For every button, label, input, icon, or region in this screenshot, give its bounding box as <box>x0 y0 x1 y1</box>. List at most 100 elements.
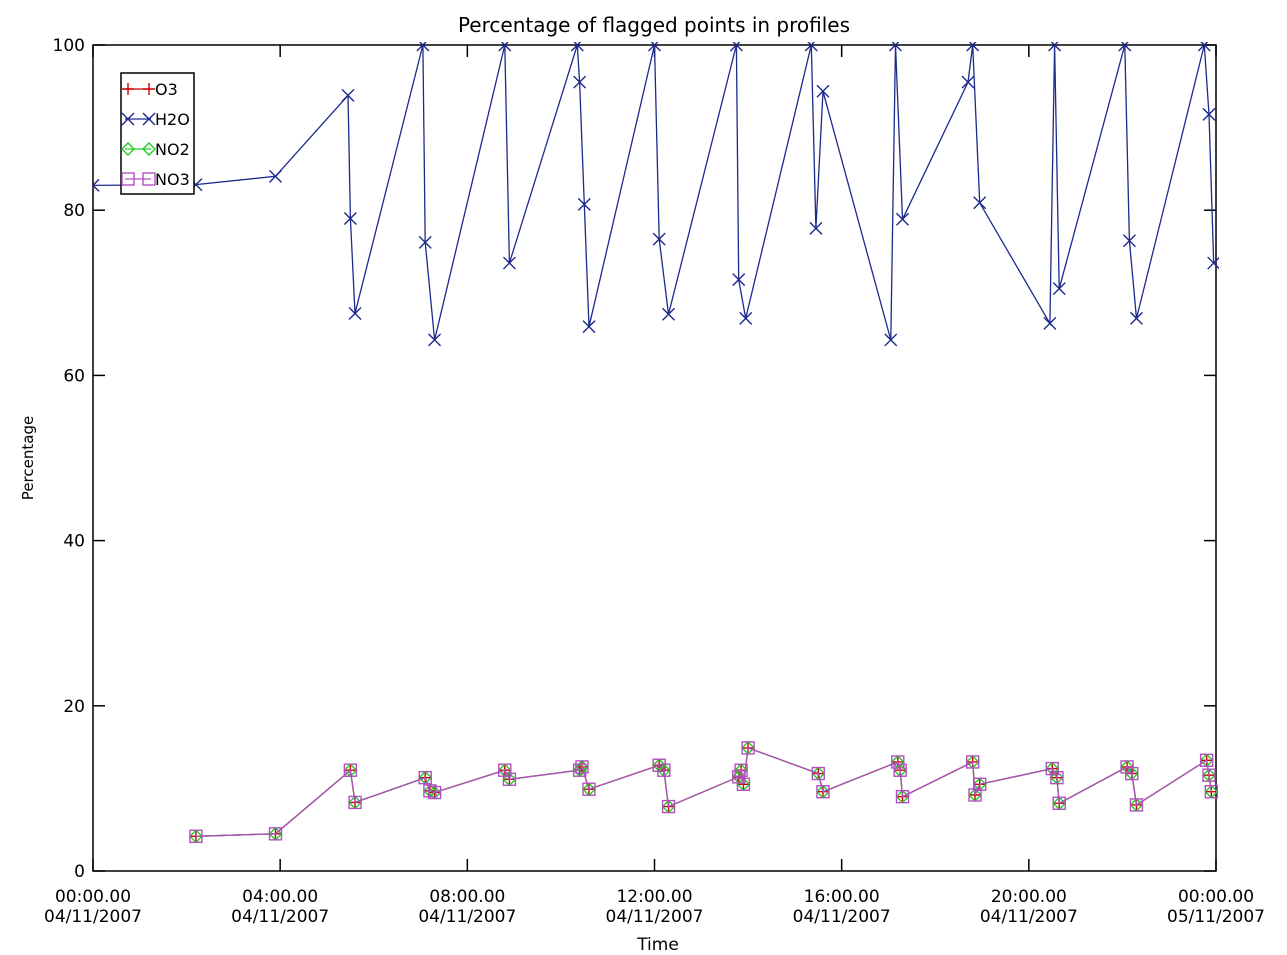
data-point <box>1129 798 1144 812</box>
data-point <box>1118 42 1132 52</box>
x-axis: 00:00.0004/11/200704:00.0004/11/200708:0… <box>44 45 1265 927</box>
y-tick-label: 20 <box>63 697 85 717</box>
data-point <box>428 333 442 347</box>
data-point <box>1204 785 1219 799</box>
data-point <box>884 333 898 347</box>
legend: O3 H2O NO2 NO3 <box>120 72 195 195</box>
y-tick-label: 60 <box>63 366 85 386</box>
x-tick-label-date: 04/11/2007 <box>793 907 891 927</box>
series-line <box>93 44 1215 341</box>
data-point <box>965 755 980 769</box>
series-line <box>195 747 1212 837</box>
data-point <box>418 235 432 249</box>
data-point <box>1045 761 1059 776</box>
data-point <box>427 785 442 800</box>
data-point <box>570 42 584 52</box>
x-tick-label-time: 16:00.00 <box>804 887 880 907</box>
data-point <box>652 758 666 772</box>
x-tick-label-time: 12:00.00 <box>616 887 692 907</box>
data-point <box>1199 753 1214 768</box>
legend-label: NO2 <box>155 140 190 159</box>
data-point <box>268 827 283 841</box>
x-tick-label-date: 05/11/2007 <box>1167 907 1265 927</box>
data-point <box>502 772 517 787</box>
data-point <box>498 42 512 52</box>
data-point <box>811 766 825 781</box>
legend-label: NO3 <box>155 170 190 189</box>
data-point <box>816 785 830 799</box>
data-point <box>416 42 430 52</box>
data-point <box>582 320 596 334</box>
data-point <box>1052 282 1066 296</box>
data-point <box>652 232 666 246</box>
data-point <box>423 784 437 798</box>
data-point <box>1043 316 1057 330</box>
data-point <box>804 42 818 52</box>
x-tick-label-time: 00:00.00 <box>1178 887 1254 907</box>
y-tick-label: 40 <box>63 532 85 552</box>
x-tick-label-time: 20:00.00 <box>991 887 1067 907</box>
data-point <box>268 169 282 183</box>
data-point <box>1197 42 1211 52</box>
data-point <box>121 142 135 156</box>
data-point <box>809 221 823 235</box>
legend-label: H2O <box>155 110 190 129</box>
x-tick-label-time: 00:00.00 <box>55 887 131 907</box>
data-point <box>968 788 982 802</box>
data-point <box>582 782 596 796</box>
data-point <box>961 75 975 89</box>
x-tick-label-date: 04/11/2007 <box>44 907 142 927</box>
legend-item-o3: O3 <box>122 80 178 99</box>
data-point <box>1207 256 1219 270</box>
data-point <box>121 112 135 126</box>
data-point <box>573 75 587 89</box>
data-point <box>1202 768 1216 782</box>
data-point <box>348 795 362 810</box>
legend-box <box>120 72 195 195</box>
data-point <box>893 763 907 777</box>
data-point <box>343 763 358 777</box>
legend-item-h2o: H2O <box>121 110 190 129</box>
data-point <box>498 763 512 777</box>
x-tick-label-date: 04/11/2007 <box>980 907 1078 927</box>
data-point <box>189 829 203 844</box>
x-tick-label-time: 08:00.00 <box>429 887 505 907</box>
data-point <box>121 172 135 186</box>
data-point <box>1050 770 1064 785</box>
x-tick-label-date: 04/11/2007 <box>606 907 704 927</box>
data-point <box>1052 796 1066 810</box>
legend-item-no3: NO3 <box>121 170 190 189</box>
data-point <box>418 770 432 785</box>
x-tick-label-time: 04:00.00 <box>242 887 318 907</box>
data-point <box>577 197 591 211</box>
data-point <box>973 777 987 791</box>
data-point <box>661 799 676 814</box>
series-group <box>93 42 1219 844</box>
data-point <box>1125 766 1139 781</box>
data-point <box>1129 311 1143 325</box>
data-point <box>662 307 676 321</box>
data-point <box>732 273 746 287</box>
data-point <box>816 84 830 98</box>
data-point <box>888 42 902 52</box>
series-h2o <box>93 42 1219 347</box>
legend-item-no2: NO2 <box>121 140 190 159</box>
data-point <box>736 777 751 791</box>
data-point <box>142 112 156 126</box>
y-axis: 0 20 40 60 80 100 <box>53 36 1216 882</box>
data-point <box>739 311 753 325</box>
data-point <box>896 212 909 226</box>
data-point <box>142 142 156 156</box>
data-point <box>1202 107 1216 121</box>
data-point <box>1122 234 1136 248</box>
y-tick-label: 80 <box>63 201 85 221</box>
data-point <box>343 211 357 225</box>
plot-frame <box>92 44 1217 872</box>
data-point <box>93 178 100 192</box>
data-point <box>122 83 134 95</box>
data-point <box>502 256 516 270</box>
data-point <box>341 88 355 102</box>
x-axis-label: Time <box>636 935 679 955</box>
y-tick-label: 0 <box>74 862 85 882</box>
